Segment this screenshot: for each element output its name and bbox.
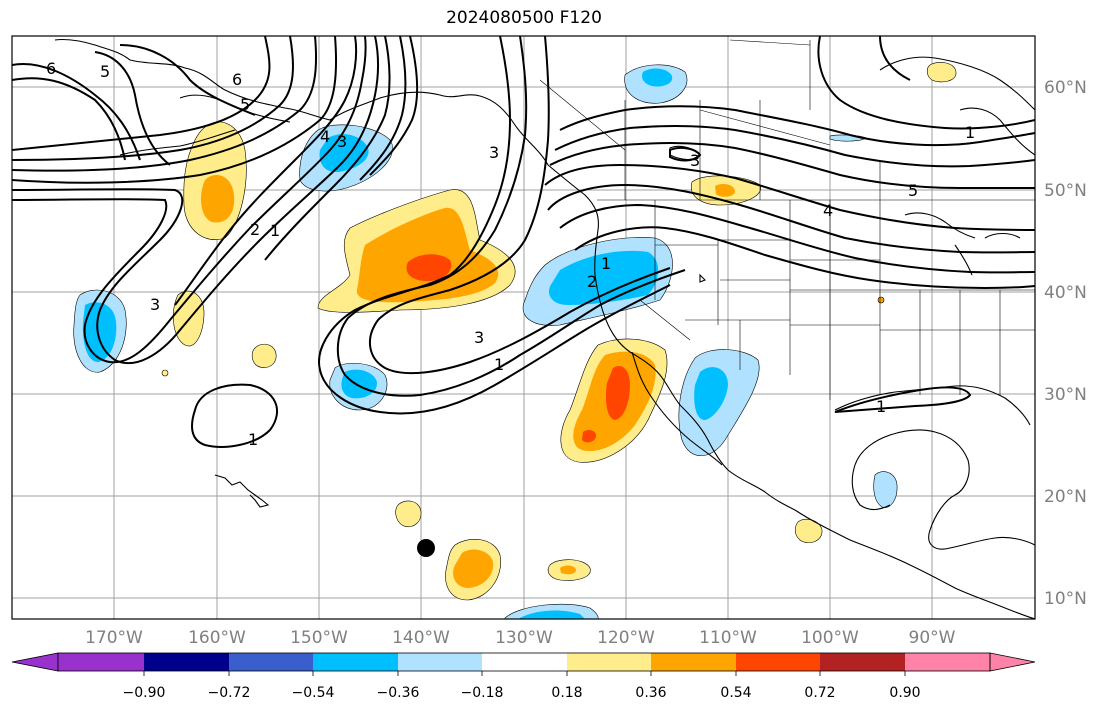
colorbar: −0.90 −0.72 −0.54 −0.36 −0.18 0.18 0.36 … bbox=[11, 652, 1036, 701]
latitude-label: 10°N bbox=[1044, 589, 1087, 609]
colorbar-segment bbox=[229, 653, 313, 671]
colorbar-segment bbox=[567, 653, 651, 671]
colorbar-segment bbox=[736, 653, 820, 671]
longitude-label: 100°W bbox=[801, 628, 859, 648]
contour-lines bbox=[12, 36, 1035, 448]
colorbar-segment bbox=[905, 653, 990, 671]
contour-label-group: 6 5 6 5 4 3 2 1 3 1 3 1 3 2 1 3 5 4 1 1 bbox=[46, 59, 975, 449]
longitude-label: 130°W bbox=[495, 628, 553, 648]
colorbar-tick-label: 0.72 bbox=[804, 685, 835, 701]
latitude-label: 40°N bbox=[1044, 283, 1087, 303]
latitude-labels: 60°N 50°N 40°N 30°N 20°N 10°N bbox=[1044, 78, 1087, 609]
contour-label: 1 bbox=[601, 254, 611, 273]
contour-label: 3 bbox=[690, 151, 700, 170]
contour-label: 6 bbox=[46, 59, 56, 78]
map-title: 2024080500 F120 bbox=[446, 8, 602, 28]
colorbar-tick-label: 0.90 bbox=[889, 685, 920, 701]
longitude-labels: 170°W 160°W 150°W 140°W 130°W 120°W 110°… bbox=[85, 628, 956, 648]
colorbar-tick-label: −0.36 bbox=[377, 685, 420, 701]
contour-label: 3 bbox=[150, 295, 160, 314]
latitude-label: 60°N bbox=[1044, 78, 1087, 98]
colorbar-tick-label: −0.54 bbox=[292, 685, 335, 701]
longitude-label: 110°W bbox=[699, 628, 757, 648]
contour-label: 1 bbox=[965, 123, 975, 142]
map-frame bbox=[11, 35, 1036, 620]
longitude-label: 120°W bbox=[597, 628, 655, 648]
contour-label: 5 bbox=[100, 62, 110, 81]
contour-label: 1 bbox=[876, 397, 886, 416]
latitude-label: 50°N bbox=[1044, 181, 1087, 201]
contour-label: 2 bbox=[250, 220, 260, 239]
contour-label: 4 bbox=[320, 127, 330, 146]
contour-label: 1 bbox=[494, 355, 504, 374]
contour-label: 4 bbox=[823, 201, 833, 220]
colorbar-tick-label: 0.18 bbox=[551, 685, 582, 701]
colorbar-min-extend bbox=[11, 652, 59, 672]
contour-label: 1 bbox=[270, 221, 280, 240]
colorbar-segment bbox=[482, 653, 567, 671]
colorbar-max-extend bbox=[989, 652, 1036, 672]
contour-label: 3 bbox=[474, 328, 484, 347]
coastlines bbox=[54, 38, 1035, 619]
contour-label: 3 bbox=[489, 143, 499, 162]
map-area: 6 5 6 5 4 3 2 1 3 1 3 1 3 2 1 3 5 4 1 1 bbox=[12, 36, 1035, 619]
contour-label: 2 bbox=[587, 272, 597, 291]
colorbar-segment bbox=[144, 653, 229, 671]
colorbar-segment bbox=[398, 653, 482, 671]
colorbar-segment bbox=[820, 653, 905, 671]
contour-label: 5 bbox=[908, 181, 918, 200]
longitude-label: 170°W bbox=[85, 628, 143, 648]
contour-label: 5 bbox=[240, 95, 250, 114]
latitude-label: 30°N bbox=[1044, 385, 1087, 405]
latitude-label: 20°N bbox=[1044, 487, 1087, 507]
colorbar-tick-label: 0.54 bbox=[720, 685, 751, 701]
contour-label: 6 bbox=[232, 70, 242, 89]
colorbar-segment bbox=[651, 653, 736, 671]
longitude-label: 160°W bbox=[188, 628, 246, 648]
longitude-label: 140°W bbox=[392, 628, 450, 648]
longitude-label: 150°W bbox=[290, 628, 348, 648]
colorbar-segment bbox=[313, 653, 398, 671]
political-boundaries bbox=[539, 39, 1035, 400]
contour-label: 3 bbox=[337, 132, 347, 151]
colorbar-tick-label: −0.18 bbox=[461, 685, 504, 701]
colorbar-tick-label: 0.36 bbox=[635, 685, 666, 701]
colorbar-segment bbox=[58, 653, 144, 671]
contour-label: 1 bbox=[248, 430, 258, 449]
colorbar-tick-label: −0.72 bbox=[208, 685, 251, 701]
colorbar-tick-label: −0.90 bbox=[123, 685, 166, 701]
storm-position-dot bbox=[417, 539, 435, 557]
longitude-label: 90°W bbox=[909, 628, 956, 648]
